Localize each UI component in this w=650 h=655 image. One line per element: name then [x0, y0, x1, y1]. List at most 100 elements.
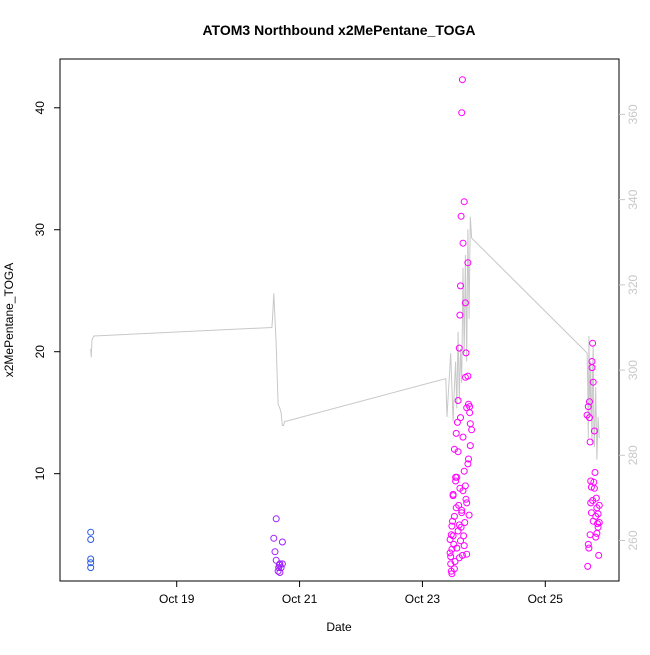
data-point: [450, 445, 458, 453]
data-point: [595, 551, 603, 559]
concentration-line: [90, 216, 600, 460]
data-point: [449, 517, 456, 525]
data-point: [453, 544, 461, 552]
data-point: [447, 553, 455, 561]
data-point: [276, 569, 284, 576]
data-point: [270, 534, 278, 542]
data-point: [457, 282, 464, 290]
data-point: [455, 521, 463, 529]
data-point: [586, 414, 593, 422]
data-point: [449, 532, 457, 540]
y2-tick-label: 300: [626, 360, 640, 380]
data-point: [271, 548, 279, 556]
data-point: [592, 494, 600, 502]
chart-title: ATOM3 Northbound x2MePentane_TOGA: [202, 22, 475, 38]
data-point: [450, 512, 458, 520]
data-point: [458, 76, 466, 84]
data-point: [452, 477, 460, 485]
data-point: [595, 501, 603, 509]
data-point: [458, 109, 466, 117]
data-point: [461, 299, 469, 307]
data-point: [464, 259, 472, 267]
y2-tick-label: 280: [626, 445, 640, 465]
data-point: [453, 473, 461, 481]
data-point: [588, 364, 596, 372]
data-point: [595, 519, 603, 526]
x-axis: Oct 19 Oct 21 Oct 23 Oct 25: [159, 581, 563, 606]
x-axis-label: Date: [326, 620, 352, 634]
data-point: [459, 239, 467, 247]
data-point: [462, 349, 470, 357]
data-point: [463, 550, 471, 558]
data-point: [278, 560, 286, 568]
y2-axis: 260 280 300 320 340 360: [619, 104, 640, 551]
data-point: [277, 564, 285, 572]
data-point: [453, 418, 461, 426]
data-point: [587, 509, 595, 517]
data-point: [464, 460, 472, 468]
data-point: [584, 540, 592, 548]
data-point: [457, 414, 464, 422]
data-point: [584, 403, 592, 411]
data-point: [272, 556, 280, 564]
data-point: [459, 433, 467, 441]
data-point: [87, 536, 95, 543]
data-point: [462, 495, 470, 503]
data-point: [463, 499, 471, 507]
data-point: [466, 442, 474, 450]
y2-tick-label: 320: [626, 275, 640, 295]
x-tick-label: Oct 25: [528, 592, 564, 606]
data-point: [586, 531, 594, 539]
data-point: [591, 469, 599, 476]
data-point: [590, 484, 598, 492]
data-point: [276, 560, 284, 568]
data-point: [464, 372, 472, 380]
data-point: [465, 455, 472, 463]
data-point: [458, 551, 466, 559]
data-point: [589, 339, 597, 347]
data-point: [587, 499, 595, 507]
y-tick-label: 40: [33, 101, 47, 115]
data-point: [278, 538, 286, 546]
data-point: [584, 562, 592, 570]
data-point: [455, 501, 463, 509]
data-point: [457, 212, 465, 220]
scatter-points-layer: [87, 76, 603, 578]
data-point: [454, 448, 462, 456]
y2-tick-label: 360: [626, 104, 640, 124]
data-point: [460, 198, 468, 206]
data-point: [456, 311, 464, 319]
data-point: [458, 509, 466, 517]
x-tick-label: Oct 23: [405, 592, 441, 606]
y-axis: 10 20 30 40: [33, 101, 60, 480]
y-tick-label: 30: [33, 223, 47, 237]
data-point: [460, 467, 468, 475]
data-point: [585, 544, 593, 552]
data-point: [454, 397, 462, 404]
data-point: [466, 409, 474, 417]
data-point: [272, 515, 280, 523]
data-point: [460, 542, 468, 550]
data-point: [589, 378, 597, 386]
data-point: [457, 537, 464, 545]
x-tick-label: Oct 21: [282, 592, 318, 606]
data-point: [87, 564, 95, 572]
concentration-line-layer: [90, 216, 600, 460]
data-point: [593, 504, 601, 512]
data-point: [466, 420, 474, 428]
data-point: [451, 558, 459, 565]
x-tick-label: Oct 19: [159, 592, 195, 606]
data-point: [449, 490, 457, 498]
y2-tick-label: 340: [626, 189, 640, 209]
plot-frame: [59, 58, 620, 582]
data-point: [586, 438, 594, 446]
data-point: [87, 559, 95, 567]
y-tick-label: 20: [33, 345, 47, 359]
data-point: [448, 522, 456, 530]
y-axis-label: x2MePentane_TOGA: [2, 263, 16, 378]
data-point: [447, 531, 455, 539]
y2-tick-label: 260: [626, 530, 640, 550]
data-point: [594, 523, 602, 531]
